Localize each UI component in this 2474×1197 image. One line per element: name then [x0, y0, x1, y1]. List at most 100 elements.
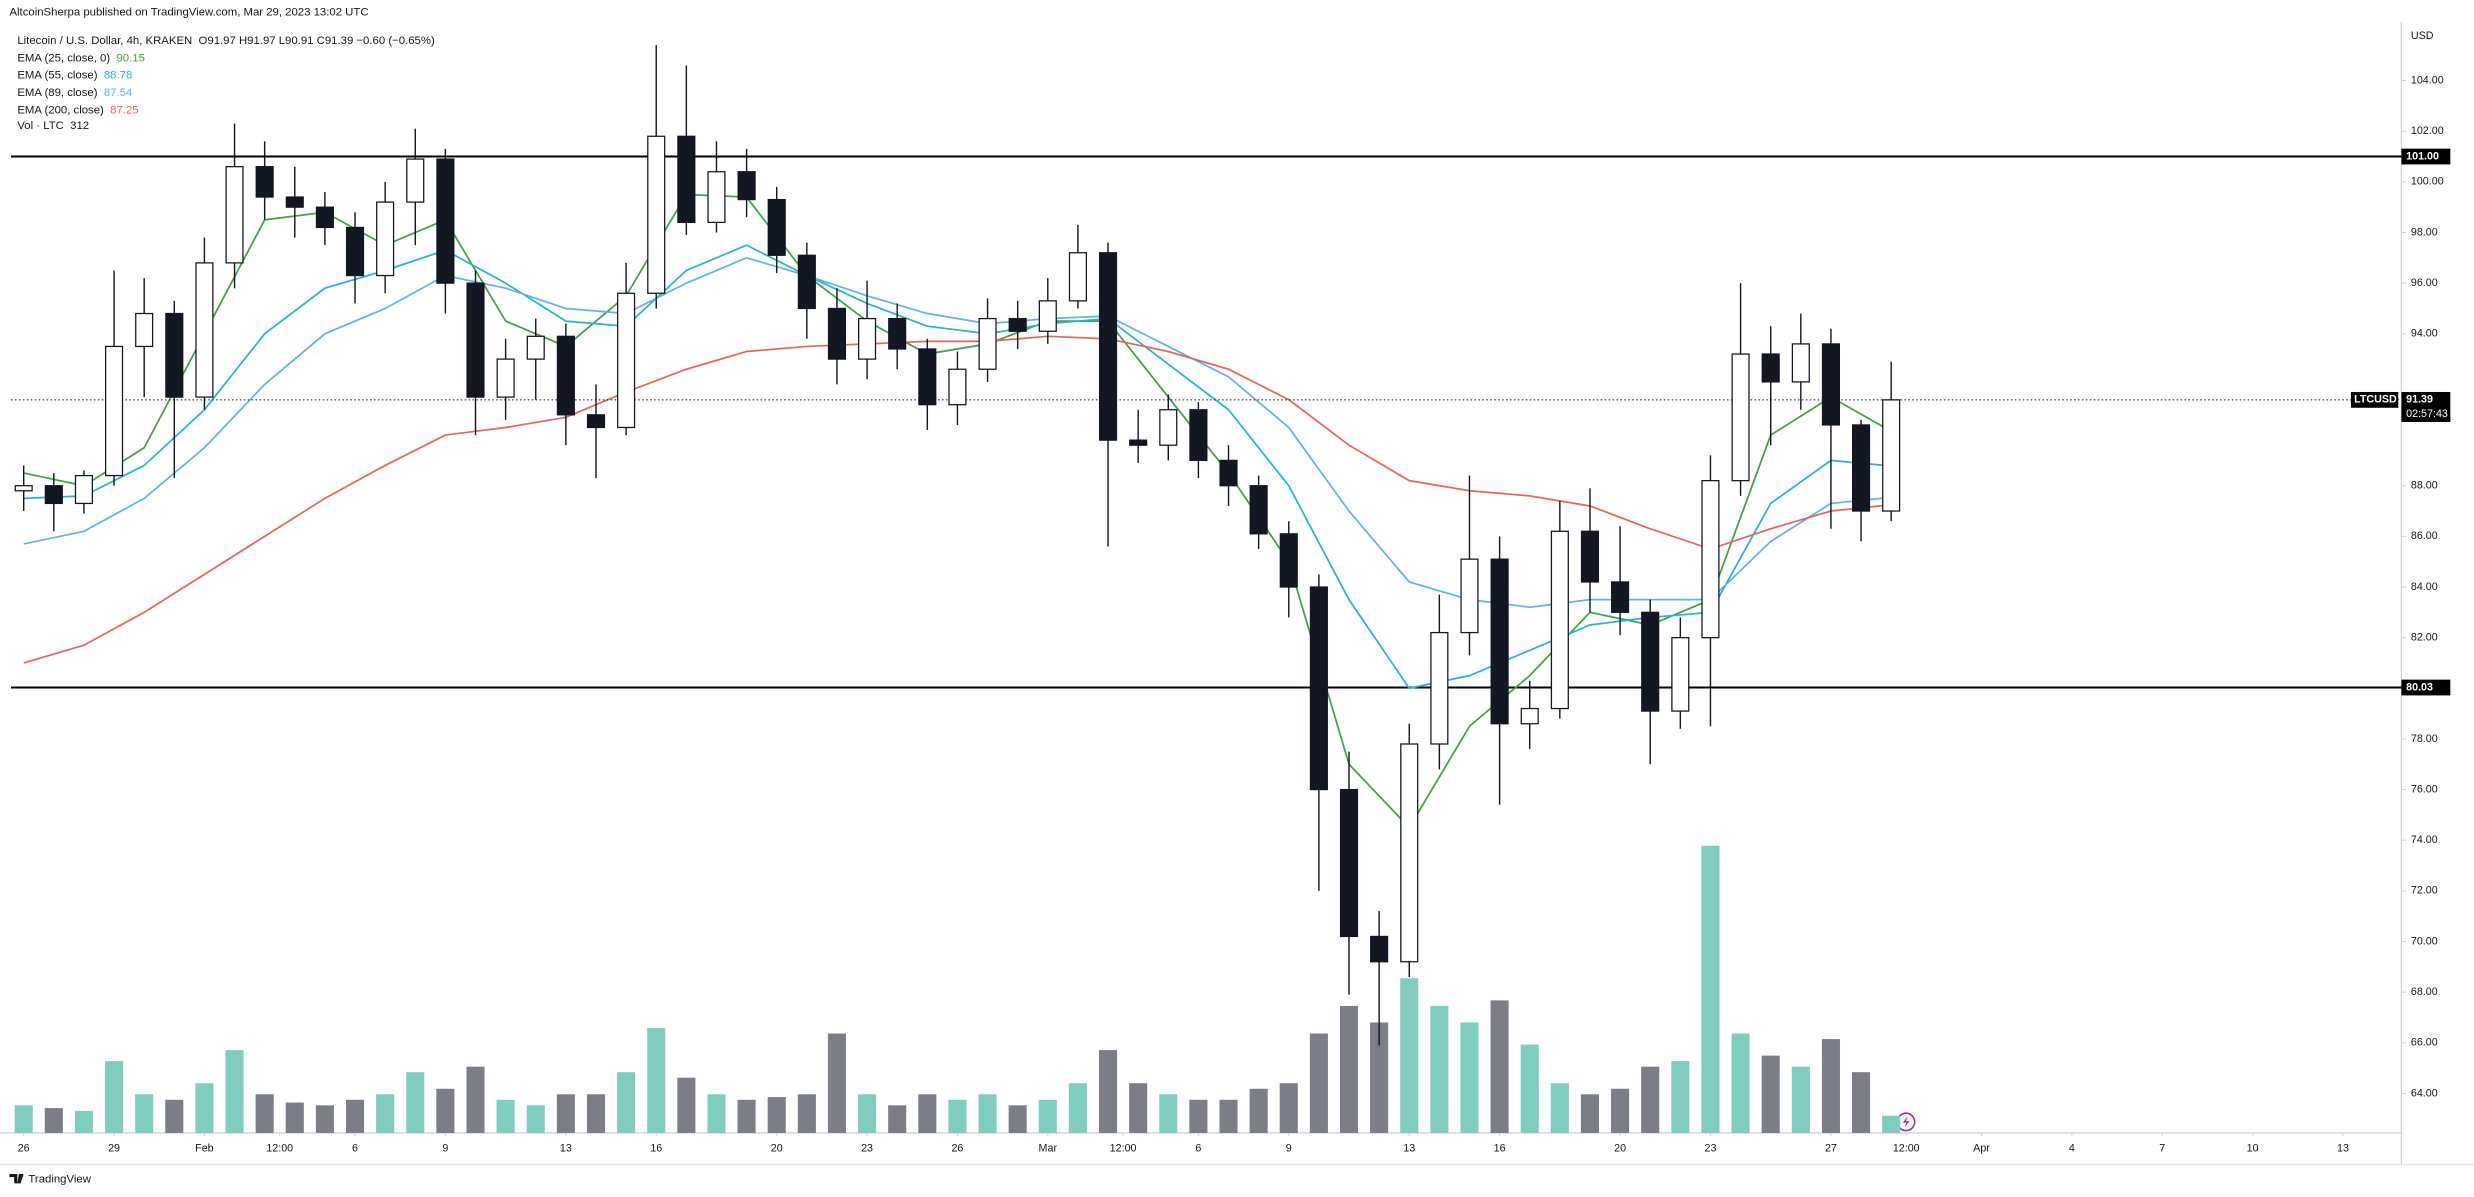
volume-bar: [586, 1094, 606, 1133]
candle-body: [617, 292, 636, 429]
x-tick-label: 16: [650, 1143, 662, 1155]
volume-bar: [135, 1094, 154, 1133]
candle-body: [104, 345, 124, 477]
volume-bar: [1038, 1099, 1057, 1133]
candle-body: [255, 166, 274, 198]
candle-body: [1550, 530, 1569, 710]
y-tick-label: 76.00: [2411, 783, 2438, 795]
candle-body: [1098, 252, 1118, 441]
x-tick-label: 13: [2337, 1143, 2349, 1155]
candle-body: [496, 358, 515, 398]
candle-body: [1671, 637, 1690, 712]
legend-name: EMA (89, close): [17, 87, 97, 99]
volume-legend-value: 312: [70, 120, 89, 132]
candle-body: [767, 198, 786, 256]
candle-body: [1520, 707, 1539, 725]
volume-legend-name: Vol · LTC: [17, 120, 64, 132]
x-tick-label: 10: [2247, 1143, 2259, 1155]
countdown-label: 02:57:43: [2406, 408, 2448, 420]
candle-body: [1249, 485, 1268, 535]
volume-bar: [858, 1094, 877, 1133]
candle-body: [135, 312, 154, 348]
lines-layer: [11, 155, 2402, 829]
volume-bar: [1852, 1072, 1871, 1133]
candle-body: [1370, 935, 1389, 963]
volume-bar: [1159, 1094, 1178, 1133]
volume-bar: [315, 1105, 334, 1133]
candle-body: [858, 317, 877, 360]
y-tick-label: 64.00: [2411, 1087, 2438, 1099]
candle-body: [225, 166, 244, 264]
candle-body: [74, 474, 94, 505]
x-tick-label: 26: [18, 1143, 30, 1155]
brand-name: TradingView: [28, 1173, 91, 1185]
volume-bar: [285, 1102, 304, 1133]
x-tick-label: 23: [861, 1143, 873, 1155]
volume-bar: [1641, 1066, 1660, 1133]
x-tick-label: 20: [1614, 1143, 1626, 1155]
candle-body: [888, 317, 907, 350]
brand: TradingView: [9, 1173, 92, 1185]
ema-line: [23, 244, 1892, 690]
volume-bar: [888, 1105, 907, 1133]
volume-bar: [376, 1094, 395, 1133]
candle-body: [526, 335, 545, 360]
level-label-box: [2401, 679, 2451, 696]
candle-body: [1309, 586, 1328, 791]
x-tick-label: 13: [560, 1143, 572, 1155]
volume-bar: [1550, 1083, 1569, 1133]
candle-body: [677, 135, 696, 223]
volume-bar: [496, 1099, 515, 1133]
legend-value: 87.25: [110, 104, 138, 116]
volume-bar: [707, 1094, 726, 1133]
candle-body: [14, 485, 33, 492]
x-tick-label: 12:00: [266, 1143, 293, 1155]
x-tick-label: 9: [442, 1143, 448, 1155]
volume-bar: [526, 1105, 545, 1133]
volume-bar: [14, 1105, 33, 1133]
candle-body: [1339, 788, 1359, 938]
volume-bar: [1339, 1005, 1359, 1133]
volume-bar: [1099, 1050, 1118, 1133]
volume-bar: [1309, 1033, 1328, 1133]
quote: O91.97 H91.97 L90.91 C91.39 −0.60 (−0.65…: [199, 35, 435, 47]
volume-bar: [1249, 1088, 1268, 1133]
legend-value: 87.54: [104, 87, 132, 99]
volume-bar: [1611, 1088, 1630, 1133]
volume-bar: [1701, 845, 1720, 1133]
candle-body: [1189, 409, 1208, 462]
alert-bolt[interactable]: [1902, 1116, 1910, 1128]
candle-body: [406, 158, 425, 203]
candle-body: [165, 312, 184, 398]
candle-body: [1882, 399, 1901, 512]
y-tick-label: 66.00: [2411, 1037, 2438, 1049]
legend-value: 88.78: [104, 70, 132, 82]
candle-body: [1851, 424, 1871, 512]
candle-body: [1008, 317, 1027, 332]
x-tick-label: 7: [2159, 1143, 2165, 1155]
y-tick-label: 88.00: [2411, 480, 2438, 492]
y-tick-label: 72.00: [2411, 885, 2438, 897]
volume-bar: [345, 1099, 365, 1133]
legend-name: EMA (200, close): [17, 104, 104, 116]
y-tick-label: 102.00: [2411, 125, 2444, 137]
ema-line: [23, 335, 1892, 664]
volume-bar: [105, 1061, 124, 1133]
volume-bar: [1189, 1099, 1208, 1133]
candle-body: [1400, 743, 1419, 963]
candle-body: [1460, 558, 1479, 634]
currency-label: USD: [2411, 30, 2434, 42]
volume-bar: [1129, 1083, 1148, 1133]
x-tick-label: 6: [1195, 1143, 1201, 1155]
last-price-label: 91.39: [2406, 394, 2433, 406]
candle-body: [647, 135, 666, 294]
volume-bar: [1671, 1061, 1690, 1133]
legend-name: EMA (55, close): [17, 70, 97, 82]
volume-bar: [255, 1094, 274, 1133]
brand-logo: [9, 1173, 24, 1184]
volume-bar: [1882, 1115, 1901, 1133]
y-tick-label: 68.00: [2411, 986, 2438, 998]
volume-bar: [677, 1077, 696, 1133]
x-tick-label: 29: [108, 1143, 120, 1155]
